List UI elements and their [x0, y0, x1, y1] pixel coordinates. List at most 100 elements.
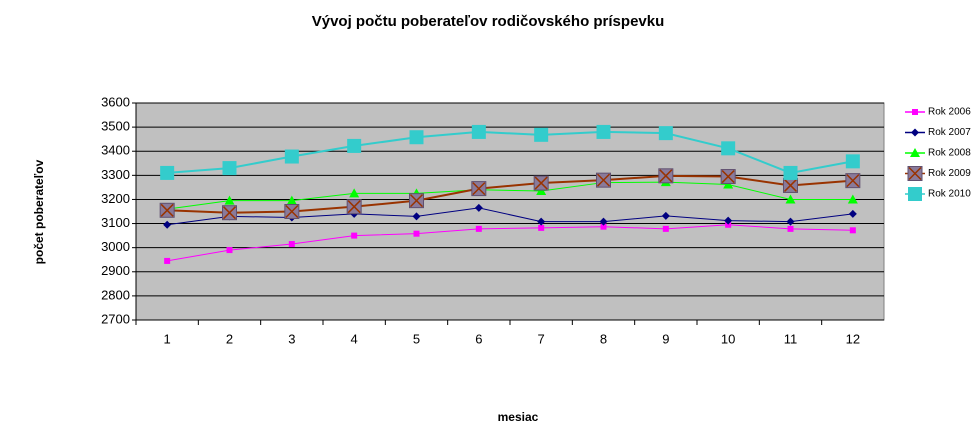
marker [409, 130, 424, 145]
marker [720, 169, 736, 185]
x-tick-label: 3 [288, 331, 295, 346]
marker [908, 187, 922, 201]
marker [848, 209, 857, 218]
marker [160, 165, 175, 180]
legend-label: Rok 2007 [928, 127, 971, 138]
marker [596, 124, 611, 139]
marker-x [908, 166, 922, 181]
marker [533, 175, 549, 191]
marker [599, 217, 608, 226]
y-tick-label: 2700 [101, 311, 130, 326]
marker [159, 202, 175, 218]
x-tick-label: 4 [351, 331, 358, 346]
marker [164, 257, 171, 264]
marker [413, 230, 420, 237]
x-tick-label: 7 [538, 331, 545, 346]
marker [845, 154, 860, 169]
y-tick-label: 2800 [101, 287, 130, 302]
marker-x [534, 176, 548, 190]
marker [786, 217, 795, 226]
marker [658, 126, 673, 141]
marker [658, 168, 674, 184]
marker [662, 225, 669, 232]
x-tick-label: 8 [600, 331, 607, 346]
marker [724, 216, 733, 225]
marker [226, 247, 233, 254]
legend-label: Rok 2009 [928, 168, 971, 179]
series-line [167, 181, 853, 210]
marker [600, 223, 607, 230]
marker [409, 193, 424, 209]
chart-title: Vývoj počtu poberateľov rodičovského prí… [312, 13, 665, 30]
x-tick-label: 12 [846, 331, 860, 346]
marker [351, 232, 358, 239]
marker [286, 195, 297, 205]
y-tick-label: 3500 [101, 119, 130, 134]
marker [725, 221, 732, 228]
marker-x [409, 194, 424, 208]
series-line [167, 224, 853, 262]
marker [911, 128, 919, 137]
y-tick-label: 3300 [101, 167, 130, 182]
marker [471, 124, 486, 139]
y-tick-label: 3600 [101, 94, 130, 109]
marker [849, 227, 856, 234]
x-tick-label: 9 [662, 331, 669, 346]
marker [222, 161, 237, 176]
marker [783, 177, 798, 193]
x-tick-label: 6 [475, 331, 482, 346]
marker [534, 127, 549, 142]
x-tick-label: 5 [413, 331, 420, 346]
marker [412, 212, 421, 221]
y-tick-label: 3000 [101, 239, 130, 254]
marker-x [596, 173, 611, 187]
series-line [167, 130, 854, 174]
marker [721, 141, 736, 156]
series-line [167, 207, 853, 226]
marker-x [472, 182, 486, 196]
marker [347, 138, 362, 153]
marker-x [160, 203, 174, 217]
marker [224, 195, 235, 205]
x-tick-label: 11 [784, 331, 798, 346]
marker-x [783, 178, 798, 192]
x-tick-label: 1 [164, 331, 171, 346]
y-axis-label: počet poberateľov [32, 159, 46, 264]
marker [537, 217, 546, 226]
x-tick-label: 2 [226, 331, 233, 346]
marker [845, 173, 861, 189]
marker [474, 203, 483, 212]
marker-x [659, 169, 673, 183]
marker [471, 181, 487, 197]
marker [661, 211, 670, 220]
marker [910, 148, 920, 157]
legend-label: Rok 2010 [928, 189, 971, 200]
legend-label: Rok 2006 [928, 107, 971, 118]
x-tick-label: 10 [721, 331, 735, 346]
y-tick-label: 2900 [101, 263, 130, 278]
marker [596, 172, 611, 188]
series-line [167, 174, 853, 214]
legend-label: Rok 2008 [928, 148, 971, 159]
marker [912, 109, 918, 115]
marker-x [347, 200, 361, 214]
y-tick-label: 3100 [101, 215, 130, 230]
marker [288, 241, 295, 248]
marker-x [846, 174, 860, 188]
marker [346, 199, 362, 215]
marker [163, 220, 172, 229]
marker [349, 188, 360, 198]
marker [284, 149, 299, 164]
marker [475, 225, 482, 232]
marker [222, 205, 237, 221]
marker [847, 194, 858, 204]
marker [783, 165, 798, 180]
marker [538, 224, 545, 231]
marker-x [222, 206, 237, 220]
marker-x [721, 170, 735, 184]
marker [284, 204, 300, 219]
marker [787, 225, 794, 232]
marker [785, 194, 796, 204]
y-tick-label: 3400 [101, 143, 130, 158]
